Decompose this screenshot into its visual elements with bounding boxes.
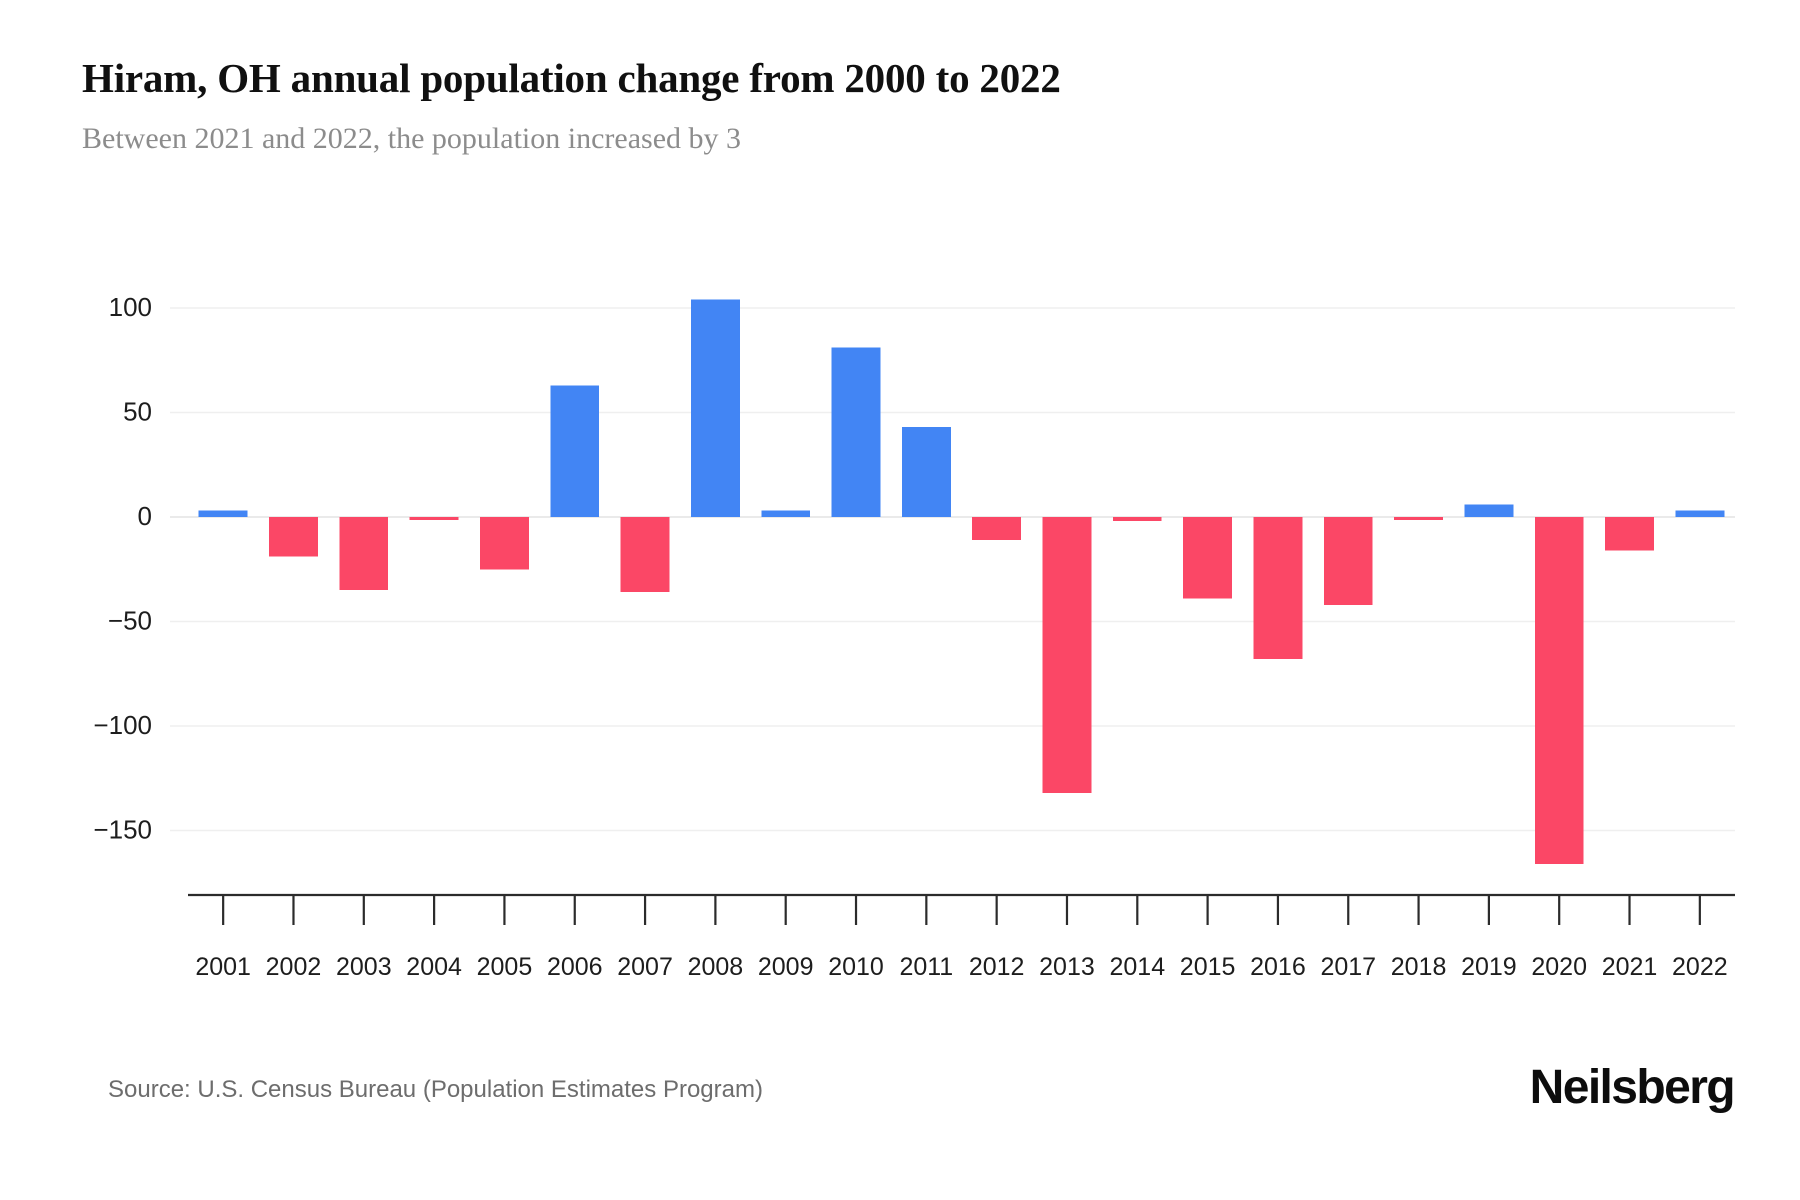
bars-group: 2001: 3 2002: -19 2003: -35 2004: -1 2005: -… (198, 299, 1725, 864)
x-axis-tick-label: 2012 (969, 953, 1025, 981)
bar-2020[interactable]: 2020: -166 (1534, 517, 1584, 864)
x-axis-tick-label: 2006 (547, 953, 603, 981)
bar-2014[interactable]: 2014: -2 (1112, 517, 1162, 522)
bar-2015[interactable]: 2015: -39 (1183, 517, 1233, 599)
x-axis-tick-label: 2005 (477, 953, 533, 981)
chart-header: Hiram, OH annual population change from … (82, 52, 1682, 159)
x-axis-tick-label: 2014 (1109, 953, 1165, 981)
x-axis-tick-label: 2018 (1391, 953, 1447, 981)
x-axis-tick-label: 2013 (1039, 953, 1095, 981)
bar-2001[interactable]: 2001: 3 (198, 510, 248, 517)
page-title: Hiram, OH annual population change from … (82, 55, 1061, 101)
x-axis-tick-label: 2022 (1672, 953, 1728, 981)
bar-2021[interactable]: 2021: -16 (1605, 517, 1654, 551)
bar-2005[interactable]: 2005: -25 (480, 517, 529, 570)
x-axis-tick-label: 2016 (1250, 953, 1306, 981)
bar-2002[interactable]: 2002: -19 (269, 517, 318, 557)
x-axis-tick-label: 2007 (617, 953, 673, 981)
x-axis-tick-label: 2002 (266, 953, 322, 981)
x-axis-tick-label: 2008 (688, 953, 744, 981)
x-axis-tick-label: 2004 (406, 953, 462, 981)
x-axis-group: 2001 2002 2003 2004 2005 2006 2007 2008 2009 2010… (188, 893, 1735, 981)
bar-2017[interactable]: 2017: -42 (1323, 517, 1373, 605)
bar-2012[interactable]: 2012: -11 (972, 517, 1022, 540)
bar-2019[interactable]: 2019: 6 (1464, 504, 1514, 517)
bar-2007[interactable]: 2007: -36 (620, 517, 670, 593)
y-axis-tick-label: −100 (93, 710, 152, 740)
x-axis-tick-label: 2020 (1531, 953, 1587, 981)
chart-subtitle: Between 2021 and 2022, the population in… (82, 122, 742, 155)
x-axis-tick-label: 2019 (1461, 953, 1517, 981)
bar-2022[interactable]: 2022: 3 (1675, 510, 1725, 517)
source-note: Source: U.S. Census Bureau (Population E… (108, 1076, 763, 1103)
y-axis-tick-label: −50 (108, 605, 152, 635)
y-axis-tick-label: 50 (123, 396, 152, 426)
y-axis-tick-label: −150 (93, 814, 152, 844)
x-axis-tick-label: 2021 (1602, 953, 1658, 981)
bar-2010[interactable]: 2010: 81 (831, 347, 881, 517)
bar-2009[interactable]: 2009: 3 (761, 510, 811, 517)
x-axis-tick-label: 2011 (899, 953, 953, 981)
bar-2016[interactable]: 2016: -68 (1253, 517, 1303, 660)
y-axis-tick-label: 100 (109, 292, 152, 322)
bar-2011[interactable]: 2011: 43 (901, 427, 951, 517)
gridlines-group (170, 307, 1735, 832)
y-axis-group: 100 50 0 −50 −100 −150 (93, 292, 152, 845)
bar-2006[interactable]: 2006: 63 (550, 385, 600, 517)
x-axis-tick-label: 2010 (828, 953, 884, 981)
bar-2013[interactable]: 2013: -132 (1042, 517, 1092, 793)
x-axis-tick-label: 2001 (195, 953, 251, 981)
bar-2003[interactable]: 2003: -35 (339, 517, 389, 591)
x-axis-tick-label: 2017 (1320, 953, 1376, 981)
bar-2008[interactable]: 2008: 104 (690, 299, 740, 517)
bar-2018[interactable]: 2018: -1 (1394, 517, 1443, 520)
x-axis-tick-label: 2003 (336, 953, 392, 981)
bar-2004[interactable]: 2004: -1 (409, 517, 459, 520)
x-axis-tick-label: 2009 (758, 953, 814, 981)
y-axis-tick-label: 0 (138, 501, 152, 531)
x-axis-tick-label: 2015 (1180, 953, 1236, 981)
neilsberg-logo: Neilsberg (1529, 1061, 1736, 1114)
